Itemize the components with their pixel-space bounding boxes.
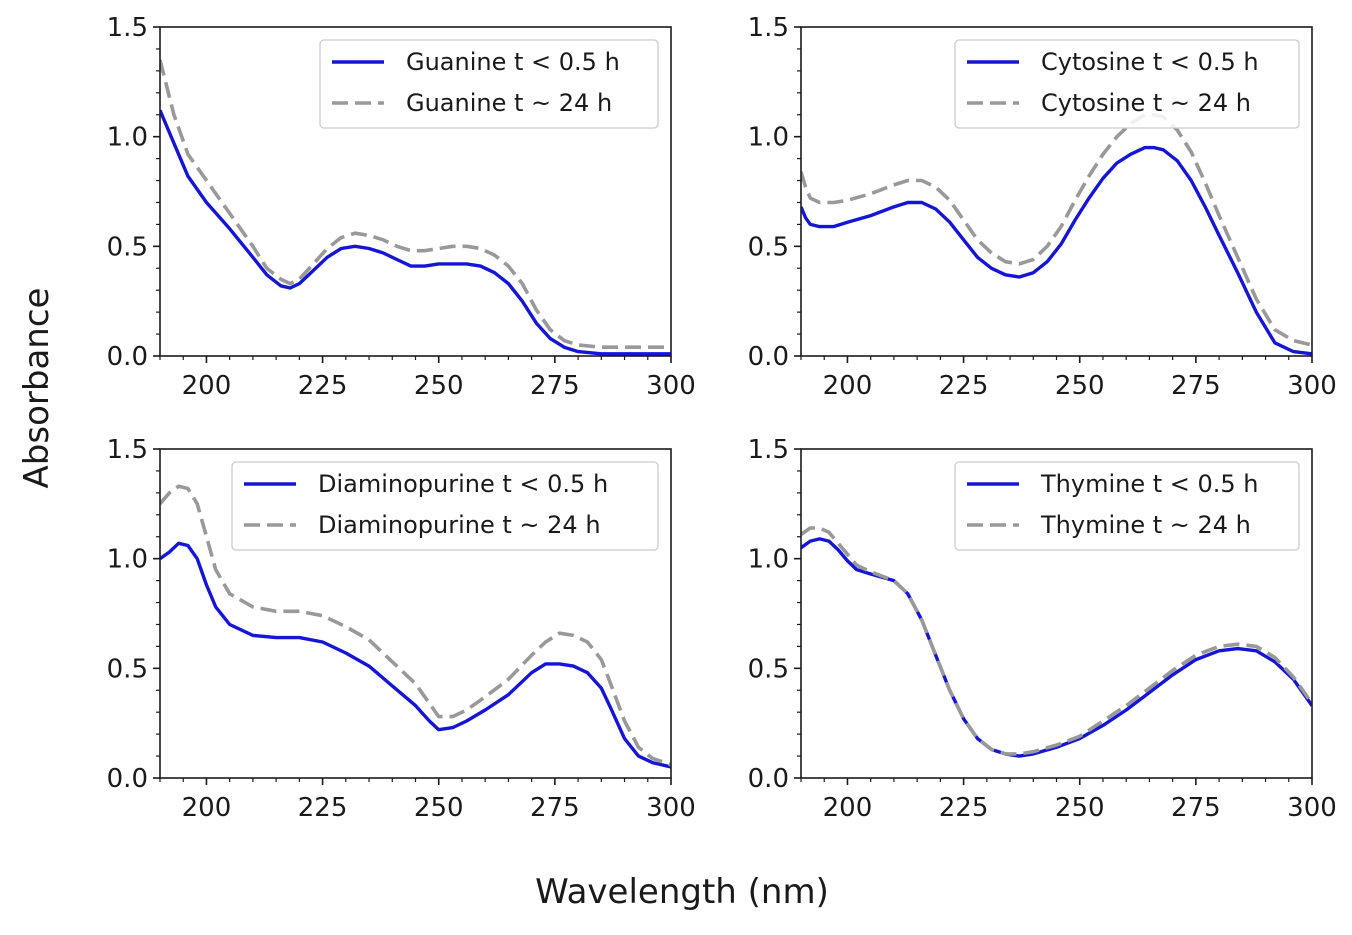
y-tick-label: 0.0	[748, 342, 789, 372]
x-tick-label: 300	[646, 793, 696, 823]
x-tick-label: 225	[298, 371, 348, 401]
x-axis-title: Wavelength (nm)	[535, 872, 829, 912]
y-tick-label: 1.5	[107, 435, 148, 465]
panel-guanine: 200 225 250 275 300 0.0 0.5 1.0 1.5 Guanine t < 0…	[107, 13, 696, 401]
y-tick-label: 0.0	[748, 764, 789, 794]
x-tick-label: 250	[1055, 793, 1105, 823]
legend-guanine: Guanine t < 0.5 h Guanine t ~ 24 h	[319, 39, 659, 129]
y-tick-label: 1.5	[107, 13, 148, 43]
x-tick-label: 275	[1171, 793, 1221, 823]
x-tick-label: 275	[1171, 371, 1221, 401]
x-tick-label: 300	[646, 371, 696, 401]
y-tick-label: 0.5	[107, 654, 148, 684]
legend-label: Thymine t ~ 24 h	[1040, 511, 1251, 539]
series-line-diaminopurine-late	[160, 484, 671, 767]
legend-thymine: Thymine t < 0.5 h Thymine t ~ 24 h	[954, 461, 1300, 551]
y-tick-label: 1.0	[748, 545, 789, 575]
x-tick-label: 200	[823, 793, 873, 823]
legend-box	[954, 39, 1300, 129]
legend-box	[231, 461, 659, 551]
x-tick-label: 225	[939, 793, 989, 823]
x-tick-label: 300	[1287, 793, 1337, 823]
y-tick-label: 1.0	[107, 545, 148, 575]
y-tick-label: 1.0	[107, 123, 148, 153]
legend-label: Diaminopurine t ~ 24 h	[318, 511, 601, 539]
panel-thymine: 200 225 250 275 300 0.0 0.5 1.0 1.5 Thymine t < 0…	[748, 435, 1337, 823]
legend-box	[954, 461, 1300, 551]
series-line-thymine-early	[801, 537, 1312, 758]
legend-label: Cytosine t ~ 24 h	[1041, 89, 1251, 117]
x-tick-label: 200	[823, 371, 873, 401]
y-tick-label: 0.5	[107, 232, 148, 262]
x-tick-label: 250	[414, 371, 464, 401]
series-line-guanine-late	[160, 59, 671, 350]
y-tick-label: 1.0	[748, 123, 789, 153]
x-tick-label: 275	[530, 793, 580, 823]
x-tick-label: 200	[182, 371, 232, 401]
x-tick-label: 275	[530, 371, 580, 401]
y-tick-label: 1.5	[748, 435, 789, 465]
legend-label: Guanine t < 0.5 h	[406, 48, 620, 76]
x-tick-label: 225	[298, 793, 348, 823]
y-tick-label: 0.5	[748, 232, 789, 262]
legend-label: Diaminopurine t < 0.5 h	[318, 470, 608, 498]
x-tick-label: 250	[414, 793, 464, 823]
panel-cytosine: 200 225 250 275 300 0.0 0.5 1.0 1.5 Cytosine t < …	[748, 13, 1337, 401]
legend-label: Thymine t < 0.5 h	[1040, 470, 1259, 498]
legend-label: Cytosine t < 0.5 h	[1041, 48, 1259, 76]
y-tick-label: 0.0	[107, 342, 148, 372]
y-tick-label: 0.0	[107, 764, 148, 794]
x-tick-label: 300	[1287, 371, 1337, 401]
y-axis-title: Absorbance	[17, 288, 57, 489]
x-tick-label: 200	[182, 793, 232, 823]
series-line-diaminopurine-early	[160, 541, 671, 769]
legend-diaminopurine: Diaminopurine t < 0.5 h Diaminopurine t ~…	[231, 461, 659, 551]
series-line-guanine-early	[160, 109, 671, 356]
y-tick-label: 0.5	[748, 654, 789, 684]
x-tick-label: 250	[1055, 371, 1105, 401]
x-tick-label: 225	[939, 371, 989, 401]
series-line-cytosine-late	[801, 112, 1312, 347]
y-tick-label: 1.5	[748, 13, 789, 43]
legend-cytosine: Cytosine t < 0.5 h Cytosine t ~ 24 h	[954, 39, 1300, 129]
series-line-cytosine-early	[801, 145, 1312, 356]
legend-label: Guanine t ~ 24 h	[406, 89, 612, 117]
legend-box	[319, 39, 659, 129]
panel-diaminopurine: 200 225 250 275 300 0.0 0.5 1.0 1.5 Diaminopurine…	[107, 435, 696, 823]
series-line-thymine-late	[801, 526, 1312, 756]
